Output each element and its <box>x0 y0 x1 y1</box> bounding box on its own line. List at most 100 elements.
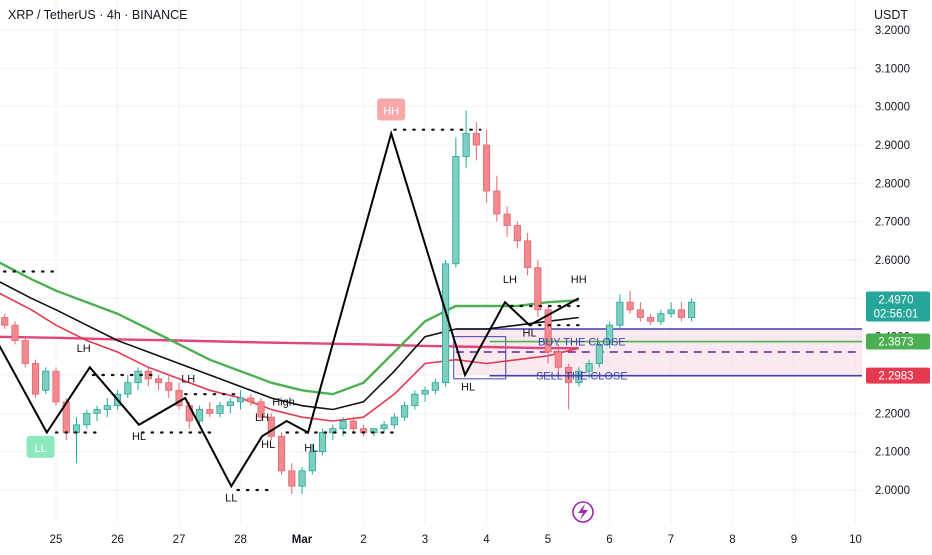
candle-body <box>72 424 81 433</box>
y-tick-label: 2.1000 <box>875 447 910 459</box>
candle-body <box>544 309 552 353</box>
candle <box>165 375 173 398</box>
candle <box>21 336 29 368</box>
candle-body <box>134 370 142 384</box>
candle <box>124 375 132 398</box>
price-axis[interactable]: 3.2000 3.1000 3.0000 2.9000 2.8000 2.7000 2.60… <box>875 25 910 497</box>
candle-body <box>83 412 91 426</box>
candle-body <box>667 309 675 315</box>
badge-value: 2.2983 <box>878 371 913 383</box>
candle <box>11 321 19 345</box>
candle-body <box>329 428 337 433</box>
candle <box>257 398 265 421</box>
price-badge: 2.4970 02:56:01 <box>866 291 930 322</box>
candle <box>442 260 450 387</box>
x-tick-label: 6 <box>606 534 612 546</box>
x-tick-label: 4 <box>483 534 490 546</box>
candle-body <box>288 470 296 487</box>
candle-body <box>606 324 614 345</box>
label-text: HH <box>383 106 399 118</box>
candle <box>206 401 214 418</box>
x-tick-label: 10 <box>849 534 862 546</box>
candle-body <box>534 267 542 311</box>
label-box <box>377 98 406 121</box>
candle-body <box>206 409 214 414</box>
candle-body <box>513 225 521 242</box>
x-tick-label: 3 <box>422 534 428 546</box>
candle-body <box>93 409 101 414</box>
ma-pink-line <box>0 335 579 350</box>
candle-body <box>647 317 655 322</box>
candle <box>298 467 306 494</box>
lightning-icon[interactable] <box>572 501 594 523</box>
badge-bg <box>866 291 930 322</box>
candle <box>216 401 224 418</box>
candle-body <box>277 435 286 472</box>
candle <box>103 398 111 418</box>
buy-sell-zone <box>453 328 862 380</box>
badge-countdown: 02:56:01 <box>874 308 919 320</box>
swing-label: HH <box>571 274 587 286</box>
label-text: LL <box>35 443 47 455</box>
extras <box>572 501 594 523</box>
y-tick-label: 3.0000 <box>875 102 910 114</box>
candle-body <box>442 263 450 384</box>
candle <box>401 401 409 421</box>
candle <box>359 424 368 437</box>
currency-label: USDT <box>873 8 908 22</box>
candle-body <box>267 416 275 437</box>
swing-label: High <box>272 397 295 409</box>
boxed-swing-label: LL <box>26 435 55 458</box>
candle <box>483 129 491 203</box>
time-axis[interactable]: 25 26 27 28 Mar 2 3 4 5 6 7 8 9 10 <box>50 534 862 546</box>
candle-body <box>339 420 347 430</box>
candle-body <box>226 401 234 407</box>
candle-body <box>616 301 624 326</box>
price-badges: 2.4970 02:56:01 2.3873 2.2983 <box>866 291 930 384</box>
candle <box>288 463 296 494</box>
candle-body <box>452 156 460 265</box>
candle <box>524 233 532 276</box>
candle-body <box>52 370 60 403</box>
candle-body <box>11 324 19 341</box>
candle-body <box>626 301 634 311</box>
candle-body <box>554 351 562 368</box>
candle <box>175 382 183 410</box>
moving-averages <box>0 261 579 422</box>
candle-body <box>195 409 204 422</box>
candle-body <box>165 382 173 391</box>
badge-value: 2.3873 <box>878 337 913 349</box>
ma-green-line <box>0 261 579 396</box>
candle <box>503 206 511 237</box>
candle <box>534 260 542 318</box>
candle-body <box>585 363 593 372</box>
candle <box>236 390 245 410</box>
x-tick-label: Mar <box>292 534 313 546</box>
candle-body <box>42 370 50 391</box>
candle-body <box>483 144 491 192</box>
candle-body <box>688 301 696 318</box>
x-tick-label: 7 <box>668 534 674 546</box>
candle <box>83 409 91 429</box>
candle-body <box>247 397 255 403</box>
candle <box>42 367 50 395</box>
candle-body <box>503 213 511 226</box>
level-label: SELL THE CLOSE <box>536 371 628 383</box>
candle <box>390 413 398 429</box>
candle <box>647 313 655 326</box>
candle <box>247 394 255 406</box>
candle-body <box>493 190 501 215</box>
candle-body <box>472 133 480 146</box>
candle <box>72 417 81 464</box>
swing-label: LH <box>255 412 269 424</box>
y-tick-label: 2.6000 <box>875 255 910 267</box>
y-tick-label: 2.2000 <box>875 408 910 420</box>
level-label: BUY THE CLOSE <box>538 337 626 349</box>
candle-body <box>390 416 398 426</box>
swing-label: HL <box>132 431 146 443</box>
candle <box>688 298 696 322</box>
zone-box <box>453 336 507 380</box>
candle-body <box>298 470 306 487</box>
